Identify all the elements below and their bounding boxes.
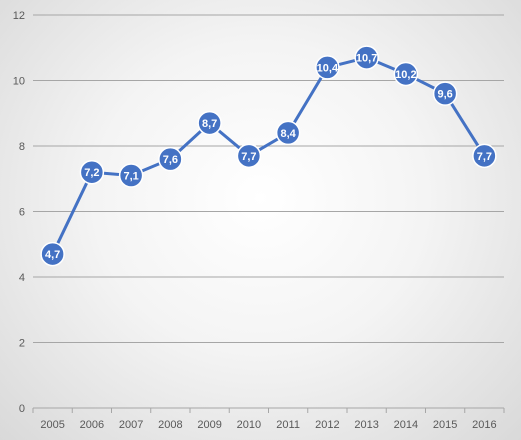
data-point-2008 bbox=[158, 146, 183, 172]
data-label-2006: 7,2 bbox=[84, 167, 99, 179]
y-tick-label-12: 12 bbox=[13, 10, 25, 22]
data-label-2015: 9,6 bbox=[437, 89, 452, 101]
y-tick-label-8: 8 bbox=[19, 141, 25, 153]
data-point-2011 bbox=[275, 120, 301, 146]
data-label-2009: 8,7 bbox=[202, 118, 217, 130]
x-tick-label-2007: 2007 bbox=[119, 419, 143, 431]
x-tick-label-2013: 2013 bbox=[354, 419, 378, 431]
data-point-2016 bbox=[472, 143, 497, 169]
data-labels: 4,7 7,2 7,1 7,6 8,7 7,7 8,4 10,4 10,7 10,2 9,6 7,7 bbox=[45, 53, 492, 262]
x-tick-label-2016: 2016 bbox=[472, 419, 496, 431]
data-point-2012 bbox=[315, 55, 340, 80]
y-tick-label-0: 0 bbox=[19, 403, 25, 415]
axes: 0 2 4 6 8 10 12 2005 2006 2007 2008 2009 2010 2011 201… bbox=[13, 10, 505, 431]
y-tick-label-10: 10 bbox=[13, 76, 25, 88]
data-label-2016: 7,7 bbox=[477, 151, 492, 163]
x-tick-label-2006: 2006 bbox=[80, 419, 104, 431]
y-tick-label-2: 2 bbox=[19, 338, 25, 350]
x-tick-label-2014: 2014 bbox=[394, 419, 418, 431]
data-point-2010 bbox=[236, 143, 262, 169]
gridlines bbox=[33, 14, 504, 343]
x-tick-label-2015: 2015 bbox=[433, 419, 457, 431]
data-label-2011: 8,4 bbox=[280, 128, 296, 140]
x-tick-label-2010: 2010 bbox=[237, 419, 261, 431]
y-tick-label-6: 6 bbox=[19, 207, 25, 219]
data-point-2015 bbox=[432, 81, 458, 106]
data-label-2008: 7,6 bbox=[163, 154, 178, 166]
data-point-2006 bbox=[79, 159, 105, 185]
x-tick-label-2012: 2012 bbox=[315, 419, 339, 431]
data-point-2009 bbox=[197, 110, 222, 136]
data-label-2005: 4,7 bbox=[45, 249, 60, 261]
data-series bbox=[40, 45, 497, 267]
data-point-2014 bbox=[393, 61, 419, 87]
x-tick-label-2008: 2008 bbox=[158, 419, 182, 431]
data-point-2005 bbox=[40, 241, 65, 267]
data-label-2014: 10,2 bbox=[395, 69, 416, 81]
data-label-2010: 7,7 bbox=[241, 151, 256, 163]
x-tick-label-2005: 2005 bbox=[40, 419, 64, 431]
x-tick-label-2009: 2009 bbox=[197, 419, 221, 431]
series-line bbox=[51, 56, 486, 255]
data-label-2007: 7,1 bbox=[123, 170, 138, 182]
y-tick-label-4: 4 bbox=[19, 272, 25, 284]
data-label-2013: 10,7 bbox=[356, 53, 377, 65]
data-point-2007 bbox=[118, 163, 144, 188]
x-tick-label-2011: 2011 bbox=[276, 419, 300, 431]
data-label-2012: 10,4 bbox=[317, 62, 339, 74]
data-point-2013 bbox=[354, 45, 379, 70]
